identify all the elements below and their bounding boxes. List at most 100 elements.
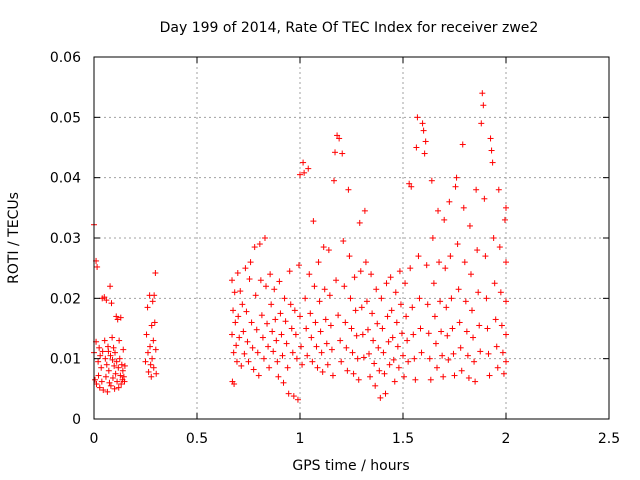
data-point [387,274,394,281]
data-point [312,319,319,326]
data-point [452,183,459,190]
data-point [391,378,398,385]
data-point [333,277,340,284]
data-point [269,328,276,335]
data-point [321,286,328,293]
data-point [448,295,455,302]
data-point [247,259,254,266]
data-point [466,222,473,229]
data-point [324,361,331,368]
axis-ticks [93,56,610,420]
data-point [234,269,241,276]
data-point [318,349,325,356]
data-point [477,348,484,355]
data-point [95,358,102,365]
data-point [102,373,109,380]
data-point [432,340,439,347]
data-point [337,337,344,344]
data-point [236,334,243,341]
data-point [330,177,337,184]
data-point [381,370,388,377]
data-point [454,241,461,248]
data-point [471,358,478,365]
data-point [118,361,125,368]
data-point [329,372,336,379]
data-point [95,372,102,379]
data-point [258,312,265,319]
data-point [405,358,412,365]
data-point [115,364,122,371]
data-point [295,262,302,269]
data-point [414,114,421,121]
data-point [372,382,379,389]
data-point [266,364,273,371]
data-point [459,141,466,148]
y-tick-labels: 0 0.01 0.02 0.03 0.04 0.05 0.06 [50,50,81,428]
data-point [297,171,303,178]
data-point [380,349,387,356]
y-tick-label: 0.04 [50,171,81,187]
data-point [303,325,310,332]
data-point [401,373,408,380]
data-point [364,326,371,333]
data-point [305,165,312,172]
data-point [239,301,246,308]
data-point [149,355,156,362]
data-point [449,325,456,332]
data-point [111,385,118,392]
data-point [352,307,359,314]
data-point [397,301,404,308]
data-point [237,288,244,295]
data-point [439,352,446,359]
data-point [386,361,393,368]
data-point [99,348,106,355]
data-point [105,348,112,355]
data-point [492,316,499,323]
data-point [418,349,425,356]
data-point [315,259,322,266]
data-point [117,372,124,379]
data-point [144,304,151,311]
data-point [289,349,296,356]
data-point [245,358,252,365]
data-point [282,318,289,325]
y-tick-label: 0.02 [50,291,81,307]
data-point [92,376,99,383]
data-point [473,186,480,193]
data-point [390,356,397,363]
y-tick-label: 0.03 [50,231,81,247]
data-point [500,370,507,377]
data-point [480,102,487,109]
data-point [107,352,114,359]
data-point [496,244,503,251]
data-point [267,271,274,278]
data-point [345,186,352,193]
data-point [113,313,120,320]
data-point [447,253,454,260]
data-point [307,310,314,317]
data-point [300,159,307,166]
data-point [407,265,414,272]
data-point [503,298,509,305]
data-point [409,304,416,311]
data-point [309,358,316,365]
data-point [350,370,357,377]
data-point [475,289,482,296]
data-point [230,307,237,314]
data-point [117,314,124,321]
data-point [311,283,318,290]
data-point [420,127,427,134]
x-tick-label: 1 [296,431,305,447]
data-point [444,332,451,339]
data-point [308,334,315,341]
data-point [402,280,409,287]
data-point [366,350,373,357]
data-point [435,207,442,214]
data-point [482,253,489,260]
data-point [120,346,127,353]
data-point [111,362,118,369]
data-point [107,283,114,290]
data-point [112,370,119,377]
data-point [293,355,300,362]
data-point [272,316,279,323]
